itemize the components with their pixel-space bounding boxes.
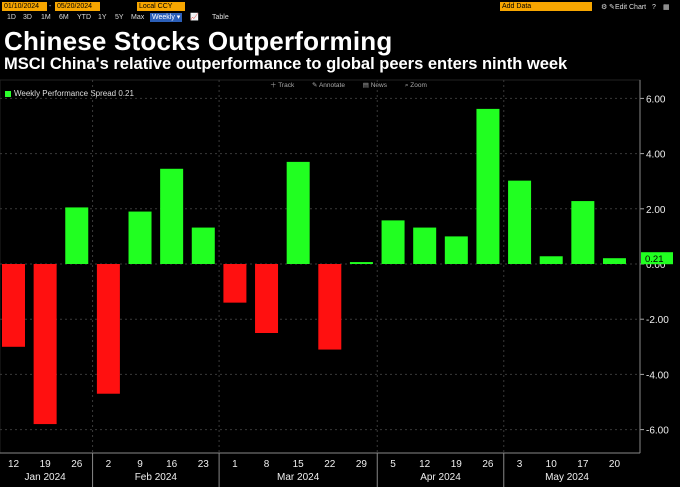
period-3d[interactable]: 3D [23, 14, 32, 21]
currency-dropdown[interactable]: Local CCY [137, 2, 185, 11]
x-tick-label: 12 [419, 459, 431, 470]
y-tick-label: 6.00 [646, 94, 666, 105]
x-tick-label: 16 [166, 459, 178, 470]
bar [413, 227, 437, 264]
y-tick-label: 4.00 [646, 150, 666, 161]
period-max[interactable]: Max [131, 14, 145, 21]
bar [191, 227, 215, 264]
month-label: Jan 2024 [25, 472, 67, 483]
month-label: Feb 2024 [135, 472, 178, 483]
edit-chart-button[interactable]: Edit Chart [615, 4, 647, 11]
x-tick-label: 22 [324, 459, 336, 470]
bar [349, 262, 373, 264]
period-1d[interactable]: 1D [7, 14, 16, 21]
x-tick-label: 5 [390, 459, 396, 470]
y-tick-label: 2.00 [646, 205, 666, 216]
bar [128, 211, 152, 264]
date-separator: - [49, 3, 52, 10]
month-label: May 2024 [545, 472, 589, 483]
y-tick-label: -2.00 [646, 315, 669, 326]
legend-label: Weekly Performance Spread 0.21 [14, 89, 134, 98]
start-date-field[interactable]: 01/10/2024 [2, 2, 47, 11]
legend-swatch [5, 90, 11, 97]
period-1m[interactable]: 1M [41, 14, 51, 21]
annotate-tool[interactable]: ✎ Annotate [312, 82, 345, 89]
last-value-label: 0.21 [645, 254, 664, 265]
x-tick-label: 17 [577, 459, 589, 470]
bar [33, 264, 57, 425]
y-tick-label: 0.00 [646, 260, 666, 271]
period-6m[interactable]: 6M [59, 14, 69, 21]
bar [539, 256, 563, 264]
bar [255, 264, 279, 333]
bar [602, 258, 626, 264]
help-icon[interactable]: ? [652, 4, 656, 11]
bar [318, 264, 342, 350]
month-label: Mar 2024 [277, 472, 320, 483]
x-tick-label: 15 [293, 459, 305, 470]
bar [571, 201, 595, 264]
x-tick-label: 9 [137, 459, 143, 470]
x-tick-label: 10 [546, 459, 558, 470]
x-tick-label: 2 [106, 459, 112, 470]
bloomberg-toolbar: 01/10/2024 - 05/20/2024 Local CCY Add Da… [0, 0, 680, 24]
bar [286, 161, 310, 264]
chart-tools: ＋ Track ✎ Annotate ▤ News ⌕ Zoom [270, 79, 443, 90]
x-tick-label: 1 [232, 459, 238, 470]
x-tick-label: 12 [8, 459, 20, 470]
y-tick-label: -6.00 [646, 426, 669, 437]
period-5y[interactable]: 5Y [115, 14, 124, 21]
frequency-label: Weekly [152, 14, 175, 21]
x-tick-label: 19 [40, 459, 52, 470]
x-tick-label: 26 [71, 459, 83, 470]
x-tick-label: 23 [198, 459, 210, 470]
line-chart-icon[interactable]: 📈 [190, 14, 199, 21]
pencil-icon: ✎ [609, 4, 615, 11]
month-label: Apr 2024 [420, 472, 461, 483]
page-title: Chinese Stocks Outperforming [4, 26, 393, 56]
track-tool[interactable]: ＋ Track [270, 82, 295, 89]
x-tick-label: 26 [482, 459, 494, 470]
chart-legend: Weekly Performance Spread 0.21 [5, 89, 134, 98]
y-tick-label: -4.00 [646, 370, 669, 381]
bar [444, 236, 468, 264]
period-ytd[interactable]: YTD [77, 14, 91, 21]
bar [381, 220, 405, 264]
x-tick-label: 19 [451, 459, 463, 470]
bar [65, 207, 89, 264]
zoom-tool[interactable]: ⌕ Zoom [404, 82, 427, 89]
frequency-dropdown[interactable]: Weekly ▾ [150, 13, 183, 22]
settings-icon[interactable]: ⚙ [601, 4, 608, 11]
x-tick-label: 20 [609, 459, 621, 470]
bar [223, 264, 247, 303]
bar [96, 264, 120, 394]
bar [476, 108, 500, 264]
x-tick-label: 3 [517, 459, 523, 470]
add-data-input[interactable]: Add Data [500, 2, 592, 11]
table-button[interactable]: Table [212, 14, 229, 21]
bar [2, 264, 25, 347]
bar [160, 168, 184, 264]
bar [508, 180, 532, 264]
news-tool[interactable]: ▤ News [362, 82, 387, 89]
last-value-marker [641, 252, 673, 265]
end-date-field[interactable]: 05/20/2024 [55, 2, 100, 11]
layout-icon[interactable]: ▦ [663, 4, 670, 11]
x-tick-label: 8 [264, 459, 270, 470]
x-tick-label: 29 [356, 459, 368, 470]
page-subtitle: MSCI China's relative outperformance to … [4, 55, 568, 73]
period-1y[interactable]: 1Y [98, 14, 107, 21]
